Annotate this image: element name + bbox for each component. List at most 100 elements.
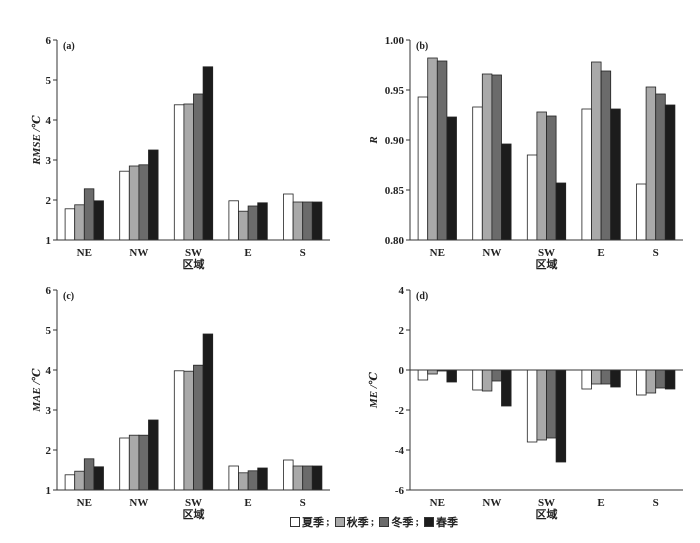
bar-b-sw-series-2 [536,111,547,241]
bar-a-nw-series-4 [148,149,159,241]
category-label: NE [430,497,445,509]
bar-a-s-series-1 [283,193,294,241]
bar-d-sw-series-4 [555,369,567,463]
y-tick-label: 4 [46,365,52,377]
bar-d-e-series-3 [600,369,612,385]
category-label: S [300,497,306,509]
bar-d-sw-series-3 [546,369,557,439]
bar-a-sw-series-4 [202,66,214,241]
y-tick-label: 6 [46,35,52,47]
y-tick-label: 4 [46,115,52,127]
legend-item-autumn: 秋季; [334,514,375,530]
bar-b-ne-series-3 [436,60,448,241]
category-label: S [653,247,659,259]
bar-b-sw-series-4 [555,182,567,241]
y-tick-label: 6 [46,285,52,297]
bar-d-ne-series-2 [427,369,438,375]
bar-a-e-series-2 [238,210,249,241]
x-axis-label: 区域 [183,257,205,271]
bar-d-s-series-2 [645,369,657,394]
y-axis-label: MAE /℃ [31,367,43,412]
bar-a-nw-series-3 [138,164,149,241]
bar-c-e-series-4 [257,467,268,491]
bar-b-e-series-3 [600,70,612,241]
bar-d-nw-series-2 [481,369,493,392]
bar-c-sw-series-4 [202,333,214,491]
y-tick-label: -2 [395,405,405,417]
x-axis-label: 区域 [536,507,558,521]
legend-separator: ; [326,516,330,528]
legend-separator: ; [415,516,420,528]
y-tick-label: 0 [399,365,405,377]
bar-a-s-series-3 [302,201,313,241]
bar-c-s-series-3 [302,465,313,491]
y-tick-label: 0.85 [385,185,405,197]
bar-c-e-series-3 [247,470,259,491]
bar-c-ne-series-2 [74,470,85,491]
legend-item-summer: 夏季; [290,514,330,530]
bar-a-e-series-1 [228,200,239,241]
bar-b-s-series-4 [664,104,676,241]
category-label: NE [77,497,92,509]
legend-label: 秋季 [346,517,369,529]
category-label: E [244,247,251,259]
bar-a-e-series-4 [257,202,268,241]
category-label: NE [77,247,92,259]
y-tick-label: 5 [46,75,52,87]
bar-a-ne-series-4 [93,200,104,241]
y-axis-label: R [368,136,380,144]
category-label: NW [482,497,501,509]
category-label: NW [129,497,148,509]
bar-b-sw-series-1 [526,154,538,241]
bar-b-nw-series-3 [491,74,502,241]
bar-a-nw-series-2 [128,165,140,241]
y-tick-label: 3 [46,405,52,417]
bar-d-e-series-1 [581,369,592,390]
panel-d: -6 -4 -2 0 2 4 NE NW SW E S 区域 ME /℃ (d) [368,285,683,521]
bar-b-e-series-2 [591,61,602,241]
y-tick-label: 0.90 [385,135,405,147]
legend-item-spring: 春季 [424,514,460,530]
category-label: S [300,247,306,259]
bar-c-sw-series-2 [183,370,194,491]
category-label: E [597,497,604,509]
category-label: SW [538,497,555,509]
bar-c-ne-series-1 [64,474,76,491]
bar-c-ne-series-4 [93,466,104,491]
y-tick-label: 1 [46,485,52,497]
legend-swatch [424,517,435,527]
legend-item-winter: 冬季; [379,514,419,530]
legend-swatch [334,517,345,527]
category-label: S [653,497,659,509]
bar-b-ne-series-1 [417,96,429,241]
bar-d-sw-series-1 [526,369,538,443]
y-tick-label: 5 [46,325,52,337]
bar-a-sw-series-1 [173,104,185,241]
bar-b-nw-series-2 [481,73,493,241]
category-label: SW [185,247,202,259]
bar-b-ne-series-2 [427,57,438,241]
legend-swatch [290,517,300,527]
bar-d-nw-series-4 [501,369,512,407]
y-tick-label: 1.00 [385,35,405,47]
category-label: NW [129,247,148,259]
legend: 夏季; 秋季; 冬季; 春季 [290,515,460,529]
bar-d-s-series-1 [636,369,647,396]
y-tick-label: 1 [46,235,52,247]
bar-b-s-series-2 [645,86,657,241]
bar-a-s-series-2 [292,201,304,241]
bar-b-nw-series-4 [501,143,512,241]
bar-d-nw-series-1 [472,369,483,391]
bar-c-s-series-2 [292,465,304,491]
legend-separator: ; [370,516,375,528]
bar-b-sw-series-3 [546,115,557,241]
legend-label: 春季 [436,517,459,529]
x-axis-label: 区域 [183,507,205,521]
bar-d-sw-series-2 [536,369,547,441]
bar-d-e-series-2 [591,369,602,385]
panel-b: 0.80 0.85 0.90 0.95 1.00 NE NW SW E S 区域 R (b) [368,35,683,271]
panel-label: (c) [63,291,74,302]
y-axis-label: ME /℃ [368,371,380,409]
y-tick-label: -6 [395,485,405,497]
